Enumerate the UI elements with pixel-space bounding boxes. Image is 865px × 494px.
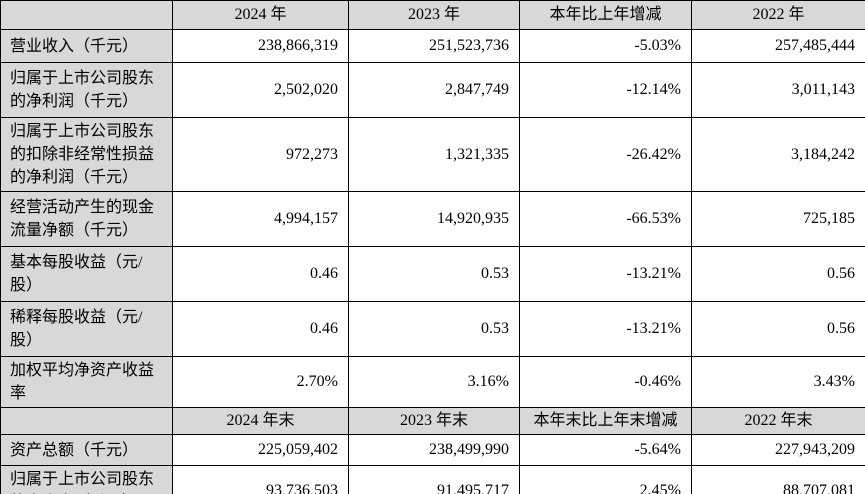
column-header-2023-end: 2023 年末 (348, 407, 520, 435)
row-label: 营业收入（千元） (0, 29, 173, 63)
value-2024: 0.46 (172, 301, 349, 357)
value-2023: 3.16% (348, 356, 520, 408)
value-2023: 1,321,335 (348, 117, 520, 192)
column-header-year-end-change: 本年末比上年末增减 (519, 407, 692, 435)
value-2022: 3.43% (691, 356, 865, 408)
value-change: -66.53% (519, 191, 692, 247)
row-label: 稀释每股收益（元/ 股） (0, 301, 173, 357)
value-2024-end: 225,059,402 (172, 434, 349, 466)
value-2024: 0.46 (172, 246, 349, 302)
table-row-net-assets: 归属于上市公司股东 的净资产（千元） 93,736,503 91,495,717… (0, 465, 865, 494)
value-2023: 0.53 (348, 301, 520, 357)
row-label: 归属于上市公司股东 的扣除非经常性损益 的净利润（千元） (0, 117, 173, 192)
table-row-diluted-eps: 稀释每股收益（元/ 股） 0.46 0.53 -13.21% 0.56 (0, 301, 865, 357)
corner-cell (0, 0, 173, 30)
column-header-2023: 2023 年 (348, 0, 520, 30)
value-2024: 4,994,157 (172, 191, 349, 247)
table-row-weighted-avg-roe: 加权平均净资产收益 率 2.70% 3.16% -0.46% 3.43% (0, 356, 865, 408)
table-row-net-profit-excl-nonrecurring: 归属于上市公司股东 的扣除非经常性损益 的净利润（千元） 972,273 1,3… (0, 117, 865, 192)
value-2022-end: 227,943,209 (691, 434, 865, 466)
value-2023-end: 91,495,717 (348, 465, 520, 494)
table-row-total-assets: 资产总额（千元） 225,059,402 238,499,990 -5.64% … (0, 434, 865, 466)
value-change: -0.46% (519, 356, 692, 408)
value-2024: 238,866,319 (172, 29, 349, 63)
table-row-operating-cash-flow: 经营活动产生的现金 流量净额（千元） 4,994,157 14,920,935 … (0, 191, 865, 247)
row-label: 经营活动产生的现金 流量净额（千元） (0, 191, 173, 247)
value-2024: 2,502,020 (172, 62, 349, 118)
value-2024: 2.70% (172, 356, 349, 408)
row-label: 基本每股收益（元/ 股） (0, 246, 173, 302)
corner-cell (0, 407, 173, 435)
column-header-2024-end: 2024 年末 (172, 407, 349, 435)
value-2023-end: 238,499,990 (348, 434, 520, 466)
table-header-annual: 2024 年 2023 年 本年比上年增减 2022 年 (0, 0, 865, 30)
value-2023: 0.53 (348, 246, 520, 302)
column-header-yoy-change: 本年比上年增减 (519, 0, 692, 30)
value-2023: 2,847,749 (348, 62, 520, 118)
value-2022: 725,185 (691, 191, 865, 247)
value-change: -12.14% (519, 62, 692, 118)
row-label: 归属于上市公司股东 的净利润（千元） (0, 62, 173, 118)
value-2022-end: 88,707,081 (691, 465, 865, 494)
column-header-2022-end: 2022 年末 (691, 407, 865, 435)
value-2023: 14,920,935 (348, 191, 520, 247)
value-2023: 251,523,736 (348, 29, 520, 63)
value-2022: 0.56 (691, 301, 865, 357)
value-change: -26.42% (519, 117, 692, 192)
value-change: 2.45% (519, 465, 692, 494)
value-2024: 972,273 (172, 117, 349, 192)
value-2022: 0.56 (691, 246, 865, 302)
value-change: -13.21% (519, 246, 692, 302)
row-label: 加权平均净资产收益 率 (0, 356, 173, 408)
value-2022: 3,184,242 (691, 117, 865, 192)
row-label: 归属于上市公司股东 的净资产（千元） (0, 465, 173, 494)
value-change: -5.64% (519, 434, 692, 466)
table-row-basic-eps: 基本每股收益（元/ 股） 0.46 0.53 -13.21% 0.56 (0, 246, 865, 302)
table-row-net-profit: 归属于上市公司股东 的净利润（千元） 2,502,020 2,847,749 -… (0, 62, 865, 118)
table-header-year-end: 2024 年末 2023 年末 本年末比上年末增减 2022 年末 (0, 407, 865, 435)
value-2024-end: 93,736,503 (172, 465, 349, 494)
column-header-2024: 2024 年 (172, 0, 349, 30)
value-change: -13.21% (519, 301, 692, 357)
column-header-2022: 2022 年 (691, 0, 865, 30)
table-row-revenue: 营业收入（千元） 238,866,319 251,523,736 -5.03% … (0, 29, 865, 63)
value-change: -5.03% (519, 29, 692, 63)
value-2022: 257,485,444 (691, 29, 865, 63)
row-label: 资产总额（千元） (0, 434, 173, 466)
value-2022: 3,011,143 (691, 62, 865, 118)
